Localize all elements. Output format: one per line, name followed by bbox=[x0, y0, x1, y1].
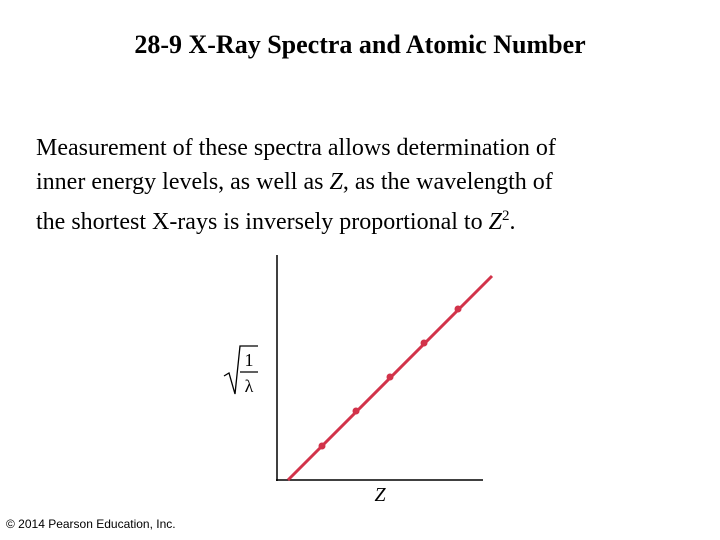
symbol: Z bbox=[488, 209, 502, 235]
sqrt-sign bbox=[223, 345, 258, 395]
y-label-denominator: λ bbox=[245, 376, 254, 396]
symbol: Z bbox=[329, 169, 343, 195]
text: . bbox=[509, 209, 516, 235]
point bbox=[454, 305, 462, 313]
body-line: the shortest X-rays is inversely proport… bbox=[36, 199, 556, 239]
x-label: Z bbox=[374, 484, 386, 506]
y-label-numerator: 1 bbox=[245, 350, 254, 370]
copyright: © 2014 Pearson Education, Inc. bbox=[6, 517, 176, 531]
point bbox=[352, 407, 360, 415]
text: inner energy levels, as well as bbox=[36, 169, 330, 195]
point bbox=[386, 373, 394, 381]
point bbox=[318, 442, 326, 450]
text: , as the wavelength of bbox=[342, 169, 553, 195]
body-line: Measurement of these spectra allows dete… bbox=[36, 131, 556, 165]
body-line: inner energy levels, as well as Z, as th… bbox=[36, 165, 556, 199]
exponent: 2 bbox=[501, 208, 510, 224]
point bbox=[420, 339, 428, 347]
slide-title: 28-9 X-Ray Spectra and Atomic Number bbox=[134, 30, 586, 59]
text: Measurement of these spectra allows dete… bbox=[36, 135, 556, 161]
text: the shortest X-rays is inversely proport… bbox=[36, 209, 489, 235]
points bbox=[318, 305, 462, 450]
body-text: Measurement of these spectra allows dete… bbox=[36, 131, 556, 239]
